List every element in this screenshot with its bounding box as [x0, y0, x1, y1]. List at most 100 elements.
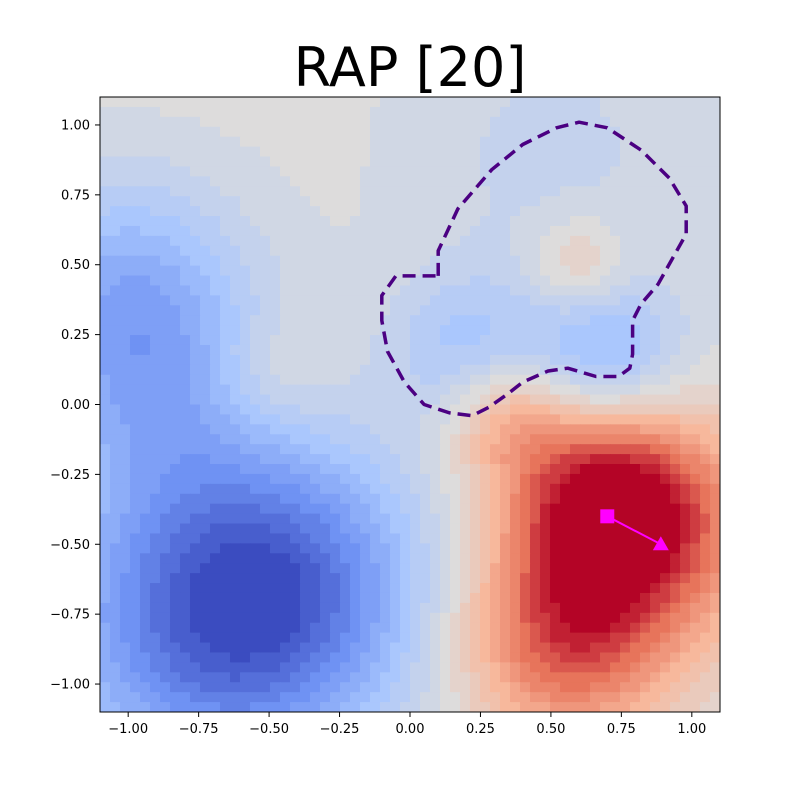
heatmap-cell — [690, 513, 701, 525]
heatmap-cell — [370, 434, 381, 445]
heatmap-cell — [100, 563, 111, 574]
heatmap-cell — [700, 186, 711, 197]
heatmap-cell — [230, 702, 241, 712]
heatmap-cell — [190, 692, 201, 703]
heatmap-cell — [640, 265, 651, 277]
heatmap-cell — [660, 533, 671, 544]
heatmap-cell — [560, 176, 571, 187]
heatmap-cell — [350, 583, 361, 594]
heatmap-cell — [150, 652, 161, 663]
heatmap-cell — [620, 622, 631, 634]
heatmap-cell — [450, 225, 461, 237]
heatmap-cell — [380, 652, 391, 663]
heatmap-cell — [670, 166, 681, 177]
heatmap-cell — [400, 384, 411, 396]
heatmap-cell — [460, 533, 471, 544]
heatmap-cell — [160, 315, 171, 326]
heatmap-cell — [170, 483, 181, 495]
heatmap-cell — [390, 97, 401, 108]
heatmap-cell — [630, 652, 641, 663]
heatmap-cell — [380, 424, 391, 435]
heatmap-cell — [330, 414, 341, 425]
heatmap-cell — [140, 136, 151, 148]
heatmap-cell — [420, 563, 431, 574]
heatmap-cell — [590, 493, 601, 505]
heatmap-cell — [310, 245, 321, 257]
heatmap-cell — [560, 225, 571, 237]
heatmap-cell — [500, 414, 511, 425]
heatmap-cell — [140, 315, 151, 326]
heatmap-cell — [680, 692, 691, 703]
heatmap-cell — [550, 206, 561, 217]
heatmap-cell — [680, 444, 691, 455]
heatmap-cell — [680, 176, 691, 187]
heatmap-cell — [240, 275, 251, 287]
heatmap-cell — [660, 126, 671, 138]
heatmap-cell — [330, 682, 341, 693]
heatmap-cell — [250, 196, 261, 207]
heatmap-cell — [630, 553, 641, 564]
heatmap-cell — [270, 374, 281, 386]
heatmap-cell — [630, 285, 641, 296]
heatmap-cell — [540, 464, 551, 475]
heatmap-cell — [580, 404, 591, 416]
heatmap-cell — [290, 503, 301, 515]
heatmap-cell — [430, 424, 441, 435]
heatmap-cell — [170, 186, 181, 197]
heatmap-cell — [560, 533, 571, 544]
heatmap-cell — [380, 166, 391, 177]
heatmap-cell — [320, 374, 331, 386]
heatmap-cell — [600, 523, 611, 535]
heatmap-cell — [510, 642, 521, 654]
heatmap-cell — [360, 404, 371, 416]
heatmap-cell — [590, 235, 601, 247]
heatmap-cell — [100, 483, 111, 495]
heatmap-cell — [210, 444, 221, 455]
heatmap-cell — [620, 404, 631, 416]
heatmap-cell — [320, 632, 331, 644]
heatmap-cell — [540, 404, 551, 416]
heatmap-cell — [620, 602, 631, 614]
heatmap-cell — [480, 702, 491, 712]
heatmap-cell — [100, 176, 111, 187]
heatmap-cell — [400, 503, 411, 515]
heatmap-cell — [550, 692, 561, 703]
heatmap-cell — [670, 285, 681, 296]
x-tick-label: 0.50 — [536, 722, 565, 737]
heatmap-cell — [390, 315, 401, 326]
heatmap-cell — [590, 483, 601, 495]
heatmap-cell — [380, 364, 391, 376]
heatmap-cell — [650, 553, 661, 564]
heatmap-cell — [210, 285, 221, 296]
heatmap-cell — [250, 216, 261, 227]
heatmap-cell — [590, 583, 601, 594]
heatmap-cell — [280, 166, 291, 177]
heatmap-cell — [600, 136, 611, 148]
heatmap-cell — [430, 97, 441, 108]
heatmap-cell — [490, 473, 501, 485]
heatmap-cell — [260, 97, 271, 108]
heatmap-cell — [100, 543, 111, 554]
heatmap-cell — [190, 265, 201, 277]
heatmap-cell — [450, 642, 461, 654]
heatmap-cell — [490, 702, 501, 712]
heatmap-cell — [150, 473, 161, 485]
heatmap-cell — [590, 434, 601, 445]
heatmap-cell — [300, 315, 311, 326]
heatmap-cell — [530, 265, 541, 277]
heatmap-cell — [690, 285, 701, 296]
heatmap-cell — [590, 146, 601, 158]
heatmap-cell — [540, 424, 551, 435]
heatmap-cell — [320, 216, 331, 227]
heatmap-cell — [170, 464, 181, 475]
heatmap-cell — [530, 622, 541, 634]
heatmap-cell — [540, 652, 551, 663]
heatmap-cell — [220, 265, 231, 277]
heatmap-cell — [470, 176, 481, 187]
heatmap-cell — [210, 206, 221, 217]
heatmap-cell — [320, 166, 331, 177]
heatmap-cell — [230, 354, 241, 366]
heatmap-cell — [300, 612, 311, 624]
heatmap-cell — [700, 325, 711, 336]
heatmap-cell — [100, 632, 111, 644]
